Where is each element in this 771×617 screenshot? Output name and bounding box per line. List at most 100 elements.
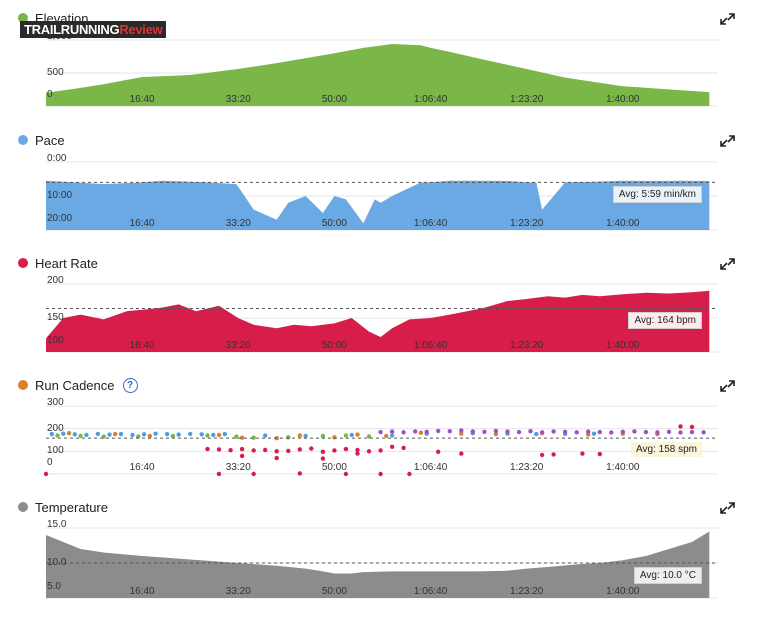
x-tick-label: 1:06:40 [413, 586, 448, 597]
data-point [689, 424, 695, 430]
data-point [170, 433, 176, 439]
data-point [49, 431, 54, 437]
data-point [539, 452, 545, 458]
data-point [407, 471, 412, 477]
data-point [239, 435, 245, 440]
data-point [551, 429, 556, 434]
y-tick-label: 200 [47, 422, 64, 434]
data-point [216, 432, 222, 438]
x-tick-label: 33:20 [225, 94, 251, 105]
data-point [297, 471, 302, 476]
average-badge: Avg: 10.0 °C [633, 567, 702, 584]
data-point [366, 449, 372, 454]
data-point [205, 433, 210, 438]
data-point [84, 432, 89, 438]
chart-title: Heart Rate [35, 255, 98, 271]
data-point [72, 432, 78, 437]
data-point [470, 429, 475, 434]
y-tick-label: 500 [47, 67, 64, 78]
data-point [343, 433, 349, 438]
data-point [297, 433, 302, 438]
data-point [459, 428, 464, 433]
x-tick-label: 1:23:20 [510, 340, 544, 351]
data-point [320, 449, 326, 454]
data-point [286, 448, 291, 454]
expand-icon[interactable] [716, 499, 738, 517]
legend-dot [18, 258, 28, 268]
help-circle-icon[interactable]: ? [122, 377, 138, 393]
data-point [188, 431, 193, 437]
y-tick-label: 10:00 [47, 190, 73, 201]
data-point [389, 429, 395, 434]
series-area [46, 180, 710, 230]
data-point [176, 432, 181, 437]
data-point [61, 431, 66, 436]
x-tick-label: 16:40 [129, 340, 155, 351]
x-tick-label: 1:40:00 [606, 218, 640, 229]
data-point [55, 433, 60, 438]
expand-icon[interactable] [716, 255, 738, 273]
data-point [211, 432, 216, 438]
data-point [678, 430, 683, 435]
data-point [459, 431, 464, 436]
data-point [297, 447, 302, 452]
chart-title: Temperature [35, 499, 108, 515]
x-tick-label: 1:06:40 [413, 340, 448, 351]
y-tick-label: 10.0 [47, 557, 67, 568]
data-point [436, 449, 441, 454]
y-tick-label: 0 [47, 89, 53, 100]
data-point [459, 451, 464, 456]
expand-icon[interactable] [716, 10, 738, 28]
data-point [78, 433, 83, 439]
data-point [401, 430, 406, 435]
legend-dot [18, 13, 28, 23]
x-tick-label: 16:40 [129, 586, 155, 597]
series-area [46, 290, 710, 352]
data-point [263, 433, 268, 438]
legend-dot [18, 502, 28, 512]
data-point [562, 429, 568, 434]
data-point [609, 430, 614, 435]
x-tick-label: 1:23:20 [510, 586, 544, 597]
x-tick-label: 50:00 [321, 462, 347, 473]
data-point [274, 455, 279, 461]
data-point [234, 434, 239, 439]
series-area [46, 44, 710, 106]
x-tick-label: 1:06:40 [413, 218, 448, 229]
data-point [424, 429, 429, 434]
data-point [366, 434, 372, 439]
x-tick-label: 33:20 [225, 218, 251, 229]
x-tick-label: 50:00 [321, 340, 347, 351]
y-tick-label: 300 [47, 397, 64, 408]
data-point [205, 446, 210, 452]
expand-icon[interactable] [716, 377, 738, 395]
plot-area [43, 405, 718, 477]
data-point [332, 435, 337, 440]
plot-area [46, 39, 718, 107]
data-point [516, 429, 522, 435]
average-badge: Avg: 164 bpm [628, 312, 702, 330]
y-tick-label: 200 [47, 275, 64, 286]
data-point [482, 429, 487, 434]
y-tick-label: 0:00 [47, 153, 67, 164]
data-point [413, 429, 418, 434]
data-point [389, 433, 395, 438]
expand-icon[interactable] [716, 132, 738, 150]
x-tick-label: 50:00 [321, 586, 347, 597]
y-tick-label: 100 [47, 445, 64, 457]
x-tick-label: 1:40:00 [606, 586, 640, 597]
x-tick-label: 1:40:00 [606, 94, 640, 105]
chart-panel-run-cadence: Run Cadence? 300 200 100 0 16:40 33:20 50:00 1:0… [0, 375, 771, 495]
legend-dot [18, 380, 28, 390]
data-point [591, 431, 597, 436]
x-tick-label: 1:23:20 [510, 462, 544, 473]
x-tick-label: 1:40:00 [606, 462, 640, 473]
chart-panel-pace: Pace 0:00 10:00 20:00 16:40 33:20 50:00 1:06:40… [0, 130, 771, 250]
brand-watermark: TRAILRUNNINGReview [20, 21, 167, 38]
y-tick-label: 150 [47, 312, 64, 323]
y-tick-label: 5.0 [47, 581, 61, 592]
data-point [320, 456, 326, 461]
data-point [239, 453, 245, 459]
data-point [332, 448, 337, 453]
data-point [418, 430, 424, 435]
